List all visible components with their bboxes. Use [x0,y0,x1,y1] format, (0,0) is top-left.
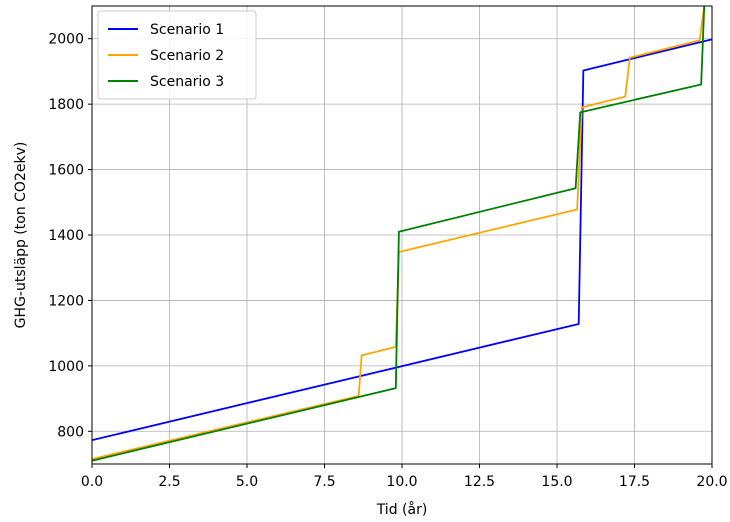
y-tick-label: 1600 [48,163,84,179]
y-tick-label: 1200 [48,293,84,309]
x-tick-label: 7.5 [313,474,335,490]
x-axis-label: Tid (år) [376,501,428,518]
y-tick-label: 1000 [48,359,84,375]
y-tick-label: 1400 [48,228,84,244]
y-tick-label: 800 [57,424,84,440]
x-tick-label: 17.5 [619,474,650,490]
x-tick-label: 20.0 [696,474,727,490]
legend-label: Scenario 2 [150,48,224,64]
series-line-scenario-2 [92,6,706,460]
y-tick-label: 1800 [48,97,84,113]
x-tick-label: 0.0 [81,474,103,490]
series-line-scenario-1 [92,38,712,441]
legend-box [97,10,257,100]
x-tick-label: 10.0 [386,474,417,490]
x-tick-label: 15.0 [541,474,572,490]
y-axis-ticks: 800 1000 1200 1400 1600 1800 2000 [48,32,92,440]
legend: Scenario 1 Scenario 2 Scenario 3 [97,10,257,100]
series-lines [92,6,712,462]
y-tick-label: 2000 [48,32,84,48]
legend-label: Scenario 3 [150,74,224,90]
x-tick-label: 5.0 [236,474,258,490]
y-axis-label: GHG-utsläpp (ton CO2ekv) [13,142,29,329]
grid-lines [91,6,713,464]
legend-label: Scenario 1 [150,22,224,38]
x-tick-label: 2.5 [158,474,180,490]
x-axis-ticks: 0.0 2.5 5.0 7.5 10.0 12.5 15.0 17.5 20.0 [81,464,728,490]
series-line-scenario-3 [92,6,706,462]
x-tick-label: 12.5 [464,474,495,490]
